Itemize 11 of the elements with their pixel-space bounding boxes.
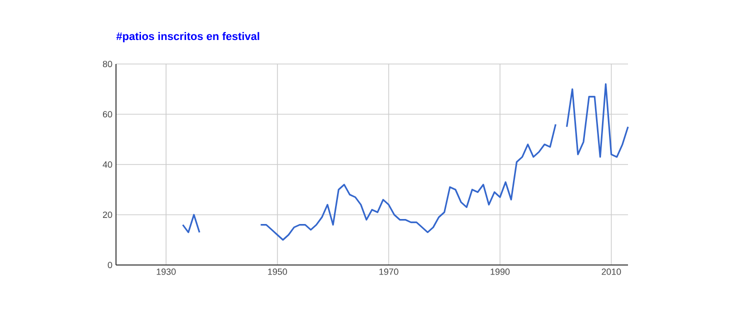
y-tick-label: 20 (102, 212, 112, 218)
y-tick-label: 40 (102, 161, 112, 168)
x-tick-label: 1970 (379, 268, 398, 275)
y-tick-label: 0 (108, 262, 112, 268)
x-tick-label: 1930 (156, 268, 176, 275)
x-tick-label: 1990 (490, 268, 510, 275)
chart-title: #patios inscritos en festival (116, 32, 260, 42)
y-tick-label: 60 (102, 111, 112, 118)
x-tick-label: 1950 (268, 268, 288, 275)
y-tick-label: 80 (102, 60, 112, 68)
x-tick-label: 2010 (602, 268, 621, 275)
